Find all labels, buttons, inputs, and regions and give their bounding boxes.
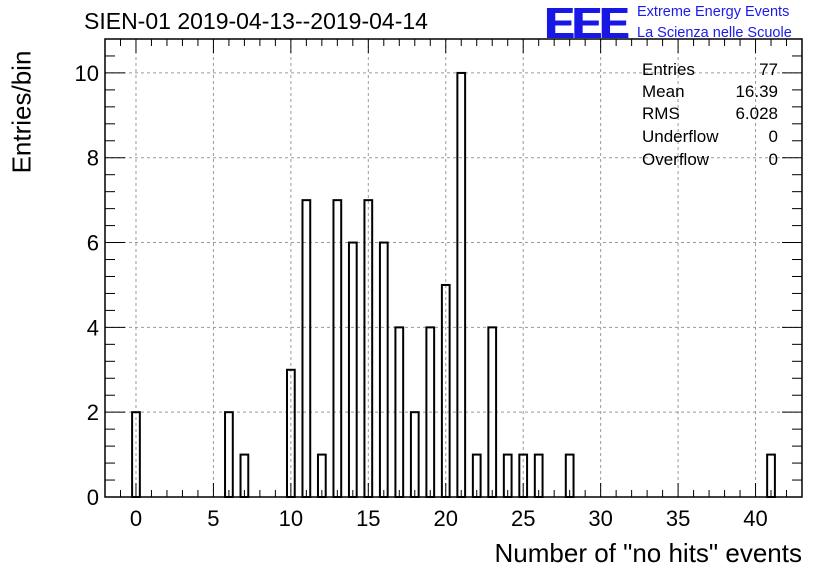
stat-mean-label: Mean <box>642 82 685 101</box>
x-tick-label: 5 <box>207 506 219 531</box>
x-tick-label: 30 <box>588 506 612 531</box>
y-tick-label: 2 <box>87 400 99 425</box>
histogram-bar <box>332 199 343 498</box>
plot-frame <box>104 38 803 498</box>
x-axis-label: Number of "no hits" events <box>494 538 803 568</box>
stat-mean-value: 16.39 <box>735 82 778 101</box>
chart-title: SIEN-01 2019-04-13--2019-04-14 <box>84 8 428 34</box>
stat-overflow-label: Overflow <box>642 150 710 169</box>
y-tick-label: 10 <box>75 61 99 86</box>
x-tick-label: 25 <box>511 506 535 531</box>
y-axis-label: Entries/bin <box>6 50 37 174</box>
stat-entries-value: 77 <box>759 60 778 79</box>
stat-entries-label: Entries <box>642 60 695 79</box>
histogram-bar <box>347 241 358 498</box>
x-tick-label: 10 <box>279 506 303 531</box>
histogram-bar <box>409 411 420 498</box>
x-tick-label: 40 <box>743 506 767 531</box>
stat-overflow-value: 0 <box>768 150 778 169</box>
histogram-bar <box>456 71 467 498</box>
stat-underflow-label: Underflow <box>642 127 719 146</box>
histogram-bar <box>224 411 234 498</box>
eee-logo: EEE <box>545 0 629 48</box>
y-tick-label: 0 <box>87 485 99 510</box>
histogram-bar <box>378 241 389 498</box>
histogram-bar <box>301 199 312 498</box>
logo-line-1: Extreme Energy Events <box>637 4 790 20</box>
logo-line-2: La Scienza nelle Scuole <box>637 25 792 41</box>
stat-underflow-value: 0 <box>768 127 778 146</box>
x-tick-label: 20 <box>434 506 458 531</box>
x-tick-label: 15 <box>356 506 380 531</box>
y-tick-label: 4 <box>87 315 99 340</box>
y-tick-label: 8 <box>87 146 99 171</box>
x-tick-label: 35 <box>666 506 690 531</box>
stat-rms-value: 6.028 <box>735 104 778 123</box>
stat-rms-label: RMS <box>642 104 680 123</box>
x-tick-label: 0 <box>130 506 142 531</box>
y-tick-label: 6 <box>87 231 99 256</box>
